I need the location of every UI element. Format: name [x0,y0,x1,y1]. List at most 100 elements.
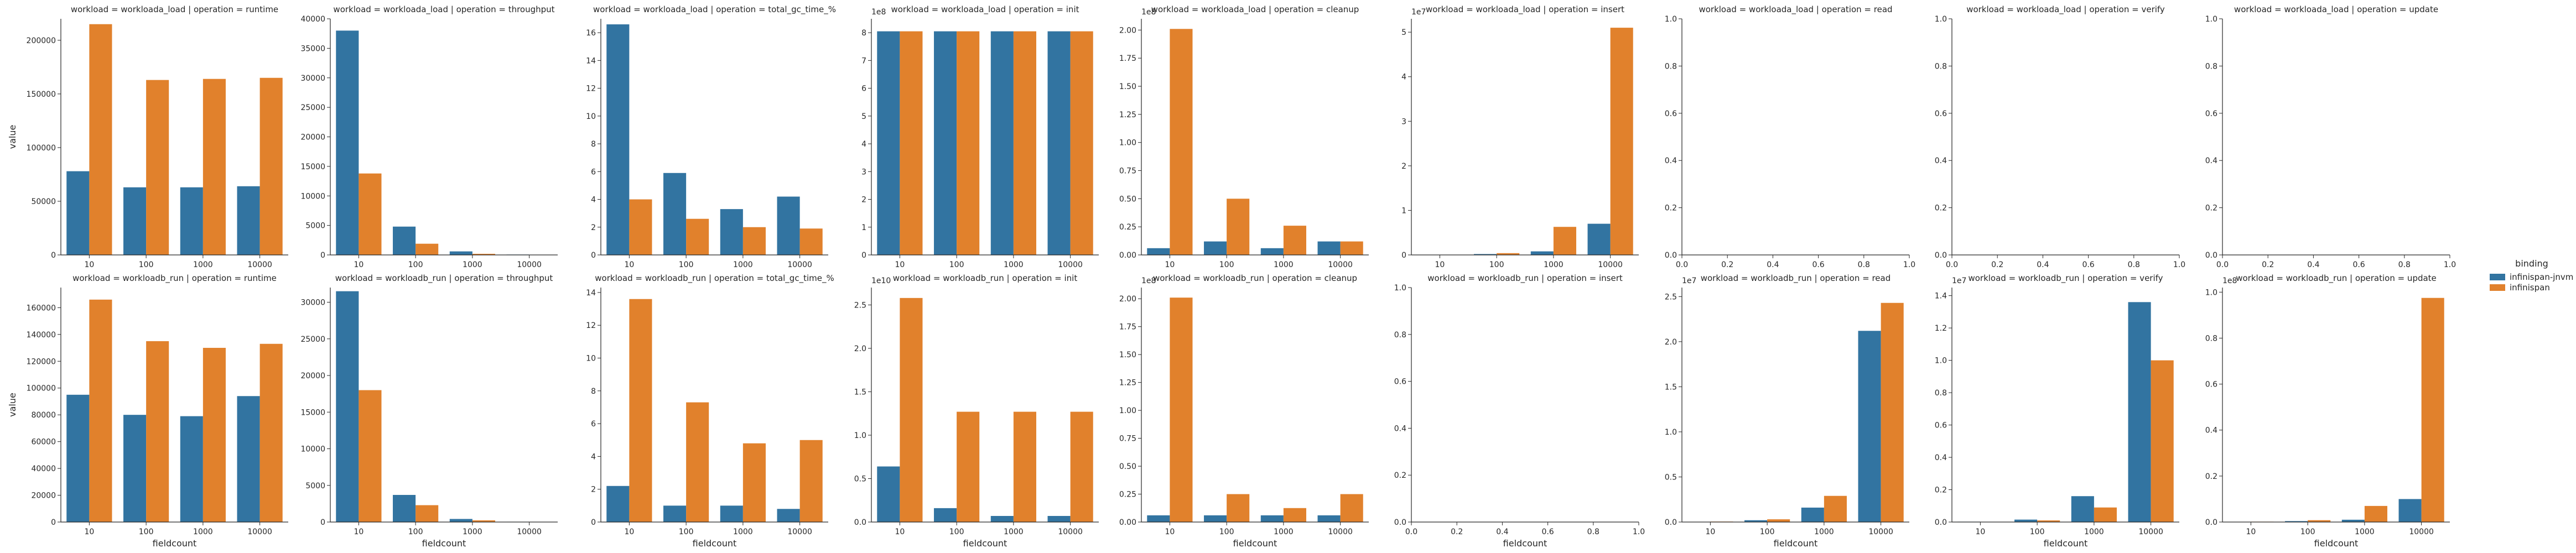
y-tick-label: 0.0 [2205,251,2217,260]
bar-infinispan-jnvm-10000 [1587,223,1611,255]
y-tick-label: 2.5 [1665,293,1677,301]
bar-infinispan-jnvm-1000 [1801,507,1824,522]
x-axis-label: fieldcount [693,538,737,549]
panel-5: workload = workloada_load | operation = … [1119,4,1369,269]
x-tick-label: 0.4 [1496,528,1508,536]
bar-infinispan-10000 [1610,28,1633,255]
y-tick-label: 20000 [300,133,325,142]
y-tick-label: 0.75 [1119,167,1136,176]
x-tick-label: 0.2 [1451,528,1463,536]
y-tick-label: 140000 [27,331,56,340]
y-tick-label: 10 [586,112,596,121]
panel-15: workload = workloadb_run | operation = i… [1394,273,1645,549]
bar-infinispan-jnvm-1000 [449,251,472,255]
panel-title: workload = workloada_load | operation = … [1699,4,1892,15]
y-tick-label: 0 [861,251,866,260]
bar-infinispan-10000 [1340,494,1363,522]
bar-infinispan-10000 [259,77,283,255]
y-tick-label: 7 [861,56,866,65]
y-tick-label: 1 [861,223,866,232]
x-tick-label: 10 [895,528,905,536]
panel-4: workload = workloada_load | operation = … [861,4,1099,269]
x-tick-label: 10000 [1058,528,1083,536]
y-axis-label: value [7,393,18,417]
y-tick-label: 0.4 [2205,426,2217,435]
bar-infinispan-100 [1767,519,1790,522]
y-offset-label: 1e8 [2222,276,2237,285]
y-tick-label: 0.0 [2205,518,2217,527]
x-tick-label: 1000 [1004,260,1024,269]
x-axis-label: fieldcount [1774,538,1818,549]
x-tick-label: 0.8 [1587,528,1599,536]
y-tick-label: 0.8 [2205,62,2217,71]
panel-9: workload = workloada_load | operation = … [2205,4,2456,269]
bar-infinispan-jnvm-100 [934,31,957,255]
y-tick-label: 60000 [31,438,56,447]
y-tick-label: 40000 [300,15,325,24]
bar-infinispan-jnvm-10000 [237,186,260,255]
x-axis-label: fieldcount [422,538,466,549]
y-tick-label: 2.5 [854,301,866,310]
x-tick-label: 1000 [2084,528,2104,536]
y-tick-label: 0.75 [1119,435,1136,444]
x-tick-label: 0.0 [1946,260,1958,269]
x-tick-label: 10000 [1328,528,1353,536]
bar-infinispan-jnvm-1000 [1260,248,1284,255]
y-tick-label: 40000 [31,465,56,473]
y-tick-label: 0 [1401,251,1406,260]
x-tick-label: 0.8 [2128,260,2140,269]
y-tick-label: 0.6 [1935,109,1947,118]
y-tick-label: 0.6 [2205,380,2217,389]
y-tick-label: 1.0 [854,431,866,440]
x-tick-label: 1000 [1274,260,1294,269]
y-tick-label: 160000 [27,304,56,312]
panel-title: workload = workloadb_run | operation = i… [893,273,1078,284]
bar-infinispan-jnvm-1000 [990,516,1014,522]
bar-infinispan-jnvm-10000 [1047,31,1071,255]
y-tick-label: 0.8 [2205,334,2217,343]
panel-title: workload = workloada_load | operation = … [1426,4,1624,15]
y-tick-label: 3 [861,168,866,176]
bar-infinispan-jnvm-10000 [2398,499,2422,522]
bar-infinispan-10000 [1340,241,1363,255]
y-tick-label: 0 [320,251,325,260]
x-tick-label: 1.0 [1903,260,1915,269]
x-tick-label: 0.0 [1676,260,1688,269]
x-axis-label: fieldcount [2314,538,2359,549]
x-tick-label: 0.8 [1858,260,1870,269]
y-tick-label: 4 [591,452,596,461]
x-tick-label: 1.0 [2444,260,2456,269]
y-tick-label: 0.2 [1394,471,1406,480]
bar-infinispan-jnvm-1000 [720,505,743,522]
panel-title: workload = workloada_load | operation = … [71,4,278,15]
bar-infinispan-1000 [202,79,226,255]
y-tick-label: 3 [1401,117,1406,126]
bar-infinispan-1000 [1013,411,1036,522]
bar-infinispan-100 [416,505,439,522]
y-tick-label: 2.0 [854,345,866,353]
panel-title: workload = workloada_load | operation = … [891,4,1079,15]
x-tick-label: 1000 [733,528,753,536]
bar-infinispan-jnvm-10000 [2128,302,2151,522]
bar-infinispan-100 [146,341,169,522]
bar-infinispan-jnvm-100 [1744,520,1768,522]
y-tick-label: 0.2 [1935,204,1947,213]
bar-infinispan-1000 [742,227,766,255]
bar-infinispan-jnvm-10000 [1858,331,1881,522]
y-tick-label: 5000 [305,222,325,231]
y-tick-label: 0.6 [1665,109,1677,118]
x-tick-label: 10 [1705,528,1715,536]
y-tick-label: 0 [591,251,596,260]
bar-infinispan-jnvm-10 [606,24,630,255]
y-tick-label: 0.2 [1935,486,1947,495]
bar-infinispan-10 [359,173,382,255]
x-tick-label: 10000 [787,260,812,269]
bar-infinispan-10000 [2421,298,2444,522]
bar-infinispan-jnvm-100 [663,505,687,522]
y-tick-label: 4 [861,140,866,149]
y-tick-label: 1.0 [1935,357,1947,366]
bar-infinispan-100 [686,218,709,255]
panel-3: workload = workloada_load | operation = … [586,4,836,269]
bar-infinispan-1000 [202,348,226,522]
y-tick-label: 100000 [27,384,56,393]
